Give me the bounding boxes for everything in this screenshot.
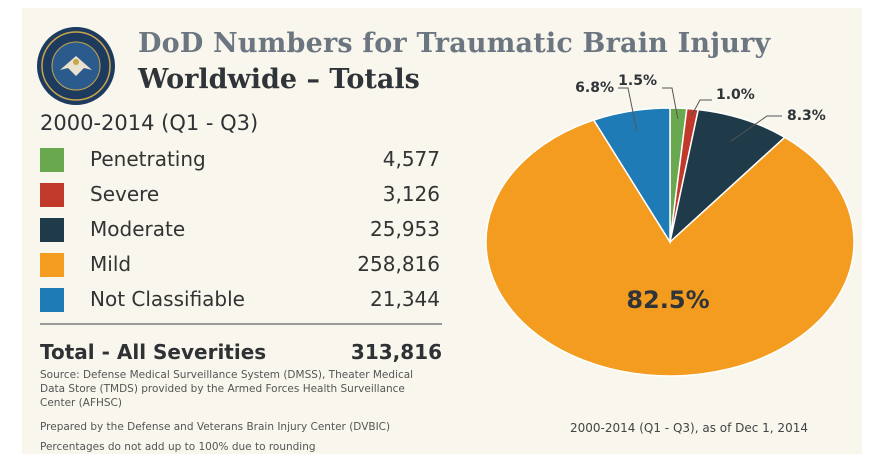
pct-label-not-classifiable: 6.8%: [575, 80, 614, 96]
legend-value-mild: 258,816: [357, 252, 440, 276]
rounding-note: Percentages do not add up to 100% due to…: [40, 441, 316, 453]
leader-line-severe: [690, 99, 712, 116]
pie-slice-not-classifiable: [592, 107, 671, 245]
pct-label-penetrating: 1.5%: [618, 73, 657, 89]
legend-value-severe: 3,126: [382, 182, 440, 206]
period-label: 2000-2014 (Q1 - Q3): [40, 111, 259, 135]
legend-row-moderate: Moderate 25,953: [40, 215, 440, 245]
legend-label-not-classifiable: Not Classifiable: [90, 287, 245, 311]
legend-value-penetrating: 4,577: [382, 147, 440, 171]
legend-divider: [40, 323, 442, 325]
legend-label-mild: Mild: [90, 252, 132, 276]
pie-slice-moderate: [668, 108, 787, 245]
leader-line-moderate: [730, 115, 782, 142]
leader-line-not-classifiable: [618, 87, 638, 131]
legend-swatch-moderate: [40, 218, 64, 242]
infographic-card: DoD Numbers for Traumatic Brain Injury W…: [22, 8, 862, 454]
prepared-by-text: Prepared by the Defense and Veterans Bra…: [40, 421, 391, 433]
pct-label-moderate: 8.3%: [787, 108, 826, 124]
legend-label-penetrating: Penetrating: [90, 147, 206, 171]
legend-swatch-severe: [40, 183, 64, 207]
leader-line-penetrating: [662, 87, 679, 119]
legend-row-mild: Mild 258,816: [40, 250, 440, 280]
legend-value-moderate: 25,953: [370, 217, 440, 241]
total-label: Total - All Severities: [40, 340, 267, 364]
legend-row-penetrating: Penetrating 4,577: [40, 145, 440, 175]
pie-slice-mild: [485, 119, 855, 377]
chart-caption: 2000-2014 (Q1 - Q3), as of Dec 1, 2014: [570, 421, 808, 435]
title-line-1: DoD Numbers for Traumatic Brain Injury: [138, 28, 771, 59]
source-text: Source: Defense Medical Surveillance Sys…: [40, 369, 414, 409]
legend-swatch-not-classifiable: [40, 288, 64, 312]
pie-chart: 1.5% 1.0% 8.3% 6.8% 82.5%: [485, 73, 855, 377]
total-value: 313,816: [350, 340, 442, 364]
pct-label-mild: 82.5%: [626, 286, 709, 314]
legend-row-severe: Severe 3,126: [40, 180, 440, 210]
legend-swatch-mild: [40, 253, 64, 277]
legend-label-moderate: Moderate: [90, 217, 186, 241]
title-line-2: Worldwide – Totals: [138, 64, 420, 95]
legend-row-not-classifiable: Not Classifiable 21,344: [40, 285, 440, 315]
pct-label-severe: 1.0%: [716, 87, 755, 103]
legend-value-not-classifiable: 21,344: [370, 287, 440, 311]
legend-label-severe: Severe: [90, 182, 160, 206]
dod-seal-icon: [37, 27, 115, 105]
legend-swatch-penetrating: [40, 148, 64, 172]
